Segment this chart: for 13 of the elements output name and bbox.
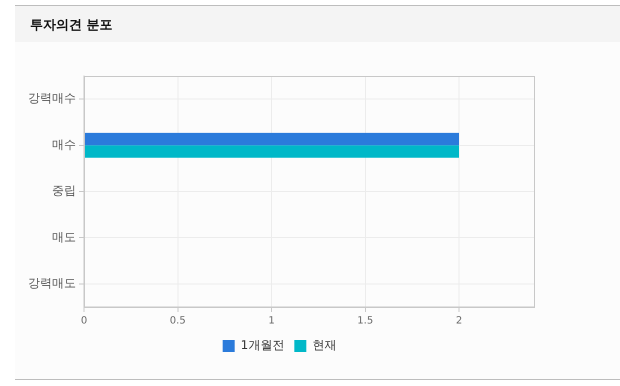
legend-label: 현재	[312, 338, 336, 352]
legend-label: 1개월전	[240, 338, 284, 352]
x-tick-label: 1.5	[357, 316, 374, 327]
y-tick-label: 매수	[52, 137, 76, 152]
y-tick-label: 강력매도	[28, 276, 76, 290]
x-tick-label: 1	[268, 316, 275, 327]
x-tick-label: 2	[456, 316, 462, 327]
y-tick-label: 매도	[52, 230, 76, 244]
y-tick-label: 강력매수	[28, 91, 76, 106]
y-tick-label: 중립	[52, 184, 76, 198]
x-tick-label: 0.5	[170, 316, 186, 327]
chart-title: 투자의견 분포	[30, 17, 113, 34]
x-tick-label: 0	[80, 316, 88, 327]
